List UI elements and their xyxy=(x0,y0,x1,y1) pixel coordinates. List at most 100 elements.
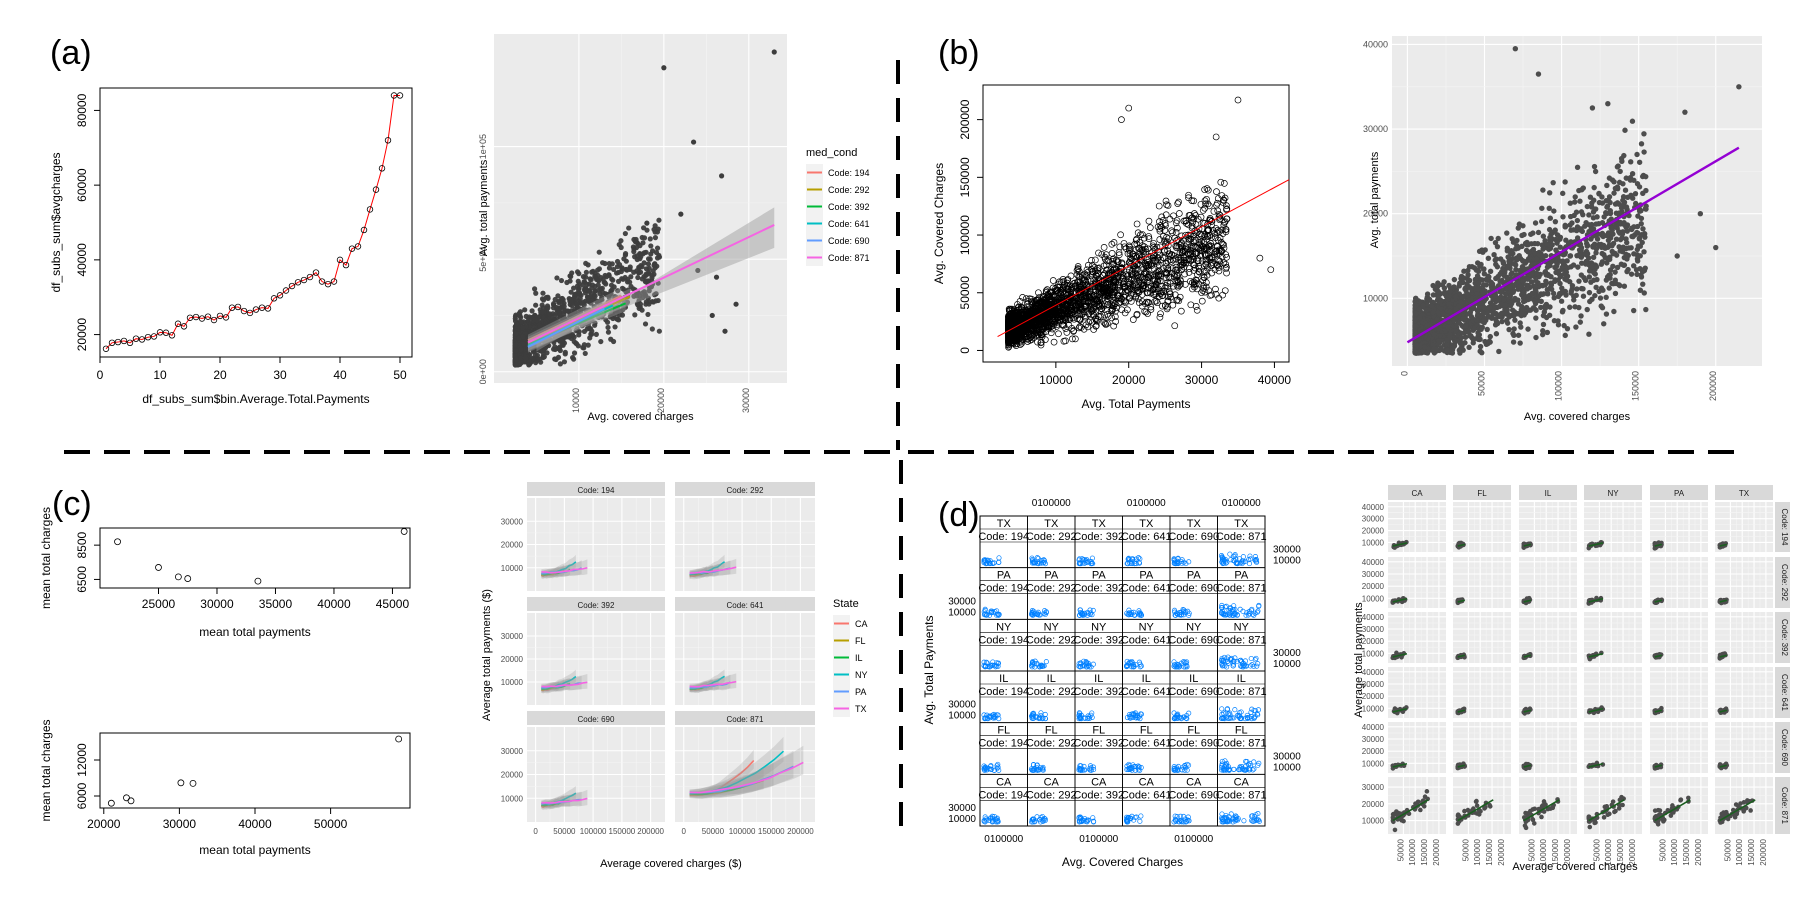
data-point xyxy=(1603,294,1609,301)
data-point xyxy=(606,291,612,297)
data-point xyxy=(628,274,634,280)
data-point xyxy=(1487,268,1494,275)
x-tick-label: 50000 xyxy=(1477,371,1487,396)
data-point xyxy=(568,297,575,304)
data-point xyxy=(649,326,655,332)
data-point xyxy=(630,244,637,250)
data-point xyxy=(632,312,638,318)
data-point xyxy=(562,351,568,357)
data-point xyxy=(162,329,170,336)
x-axis-title: df_subs_sum$bin.Average.Total.Payments xyxy=(142,392,369,406)
data-point xyxy=(1108,249,1116,257)
outlier-point xyxy=(733,301,739,307)
data-point xyxy=(1573,324,1579,330)
data-point xyxy=(240,307,248,315)
y-tick-label: 0 xyxy=(958,347,972,354)
data-point xyxy=(1604,182,1610,189)
data-point xyxy=(647,236,653,242)
data-point xyxy=(646,288,652,294)
data-point xyxy=(642,321,649,327)
chart-a1-line: 0 10 20 30 40 5020000400006000080000df_subs_s… xyxy=(49,87,413,406)
legend-label: Code: 194 xyxy=(828,168,870,178)
data-point xyxy=(1435,280,1441,286)
data-point xyxy=(643,299,649,305)
data-point xyxy=(1201,186,1208,193)
data-point xyxy=(559,295,565,302)
outlier-point xyxy=(1212,133,1220,141)
data-point xyxy=(538,359,544,365)
data-point xyxy=(198,315,206,322)
data-point xyxy=(521,341,527,348)
data-point xyxy=(558,277,565,284)
data-point xyxy=(1525,326,1531,332)
data-point xyxy=(1611,179,1617,185)
data-point xyxy=(549,319,555,325)
data-point xyxy=(534,343,540,349)
data-point xyxy=(1535,229,1542,236)
outlier-point xyxy=(1267,266,1275,274)
data-point xyxy=(1204,186,1212,194)
data-point xyxy=(586,288,592,294)
data-point xyxy=(605,329,612,335)
data-point xyxy=(589,269,595,275)
legend-label: Code: 690 xyxy=(828,236,870,246)
data-point xyxy=(1117,231,1124,239)
data-point xyxy=(120,337,128,345)
y-axis-title: Avg. total payments xyxy=(478,159,490,256)
data-point xyxy=(366,206,374,213)
data-point xyxy=(632,239,638,245)
data-point xyxy=(652,292,658,298)
data-point xyxy=(588,331,595,337)
data-point xyxy=(544,305,550,311)
data-point xyxy=(1619,158,1625,165)
data-point xyxy=(564,279,570,286)
legend-label: Code: 292 xyxy=(828,185,870,195)
data-point xyxy=(1129,316,1137,323)
x-tick-label: 40000 xyxy=(1258,373,1292,387)
x-tick-label: 10000 xyxy=(571,388,581,413)
data-point xyxy=(1100,244,1108,251)
data-point xyxy=(534,317,540,324)
y-tick-label: 40000 xyxy=(75,243,89,277)
data-point xyxy=(656,217,662,223)
data-point xyxy=(138,336,146,343)
data-point xyxy=(360,226,368,234)
data-point xyxy=(1050,338,1058,346)
data-point xyxy=(336,256,344,264)
data-point xyxy=(1155,202,1163,210)
data-point xyxy=(526,323,533,330)
data-point xyxy=(626,225,632,231)
data-point xyxy=(258,304,266,311)
outlier-point xyxy=(722,328,728,334)
data-point xyxy=(1145,217,1153,225)
x-tick-label: 150000 xyxy=(1631,371,1641,401)
data-point xyxy=(561,359,568,365)
data-point xyxy=(583,274,589,280)
data-point xyxy=(595,277,601,283)
data-point xyxy=(1624,268,1630,275)
y-tick-label: 20000 xyxy=(75,318,89,352)
data-point xyxy=(1638,221,1644,227)
data-point xyxy=(592,288,598,294)
data-point xyxy=(595,282,601,288)
data-point xyxy=(615,317,622,323)
data-point xyxy=(1219,291,1226,299)
data-point xyxy=(615,288,621,294)
data-point xyxy=(1146,224,1154,232)
data-point xyxy=(543,344,549,350)
data-point xyxy=(609,261,615,267)
data-point xyxy=(532,286,538,292)
panel-label-d: (d) xyxy=(938,496,980,534)
data-point xyxy=(555,354,562,360)
data-point xyxy=(648,243,654,249)
plot-frame xyxy=(982,84,1290,363)
data-point xyxy=(1104,313,1112,320)
outlier-point xyxy=(709,312,715,319)
data-point xyxy=(615,278,622,284)
data-point xyxy=(592,293,598,299)
data-point xyxy=(653,249,660,256)
data-point xyxy=(556,299,562,306)
data-point xyxy=(513,356,519,362)
data-point xyxy=(614,264,620,270)
